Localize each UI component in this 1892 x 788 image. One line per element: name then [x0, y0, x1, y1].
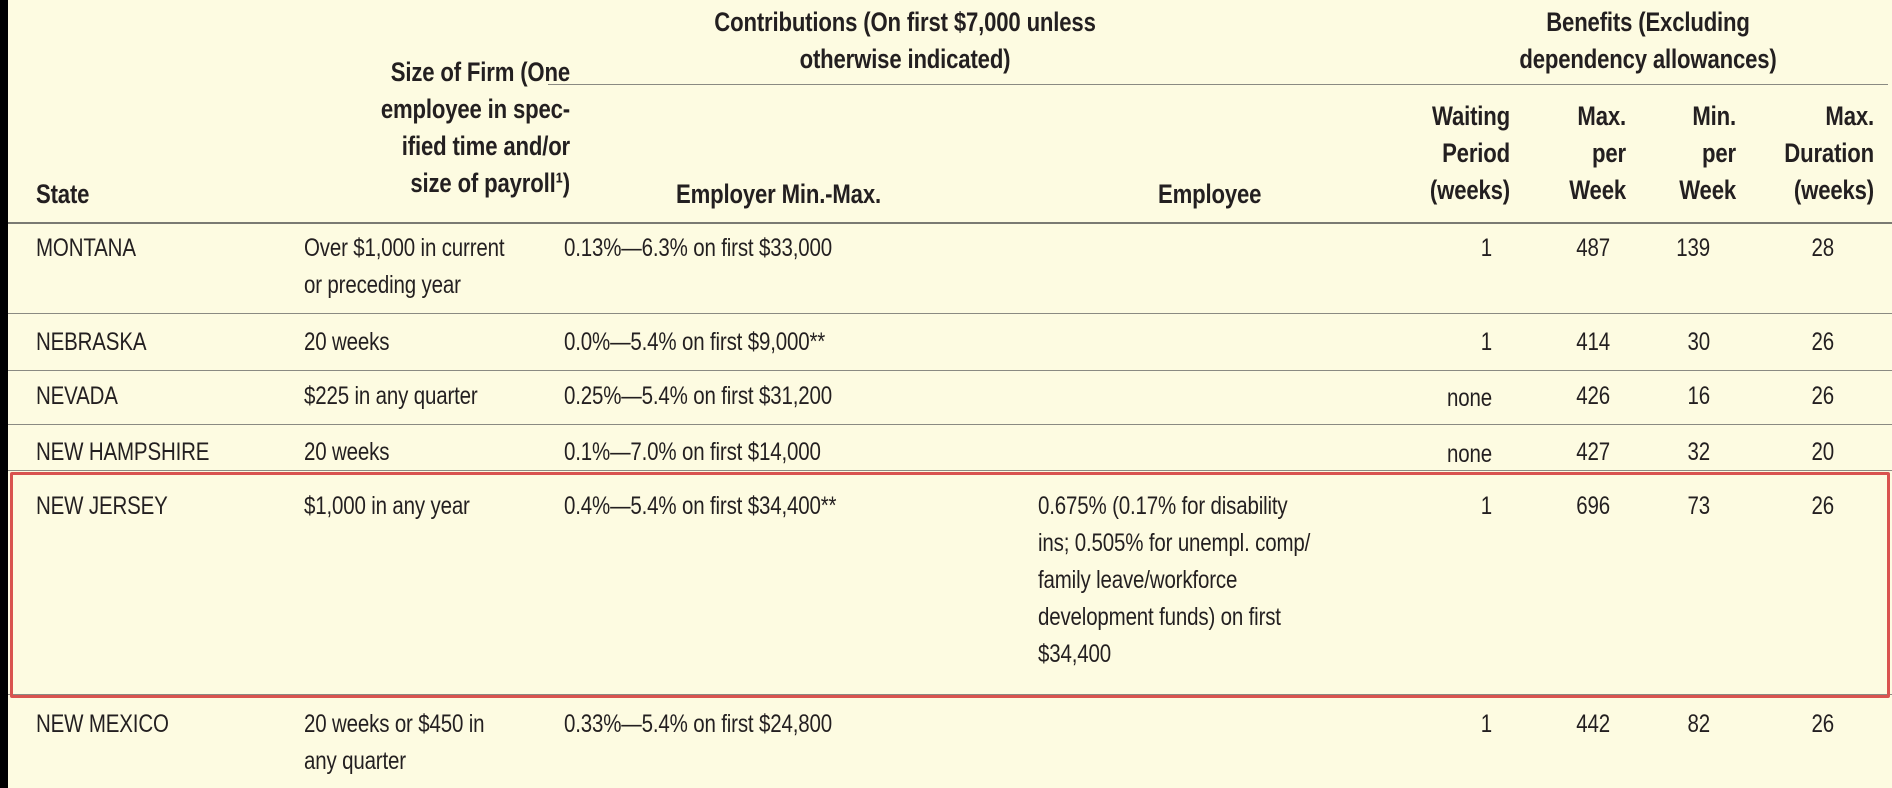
header-min-per-week: Min. per Week: [1679, 101, 1736, 205]
cell-size: $1,000 in any year: [304, 492, 470, 520]
cell-employer: 0.4%—5.4% on first $34,400**: [564, 492, 837, 520]
header-size-of-firm: Size of Firm (One employee in spec- ifie…: [380, 57, 570, 198]
header-contributions-group: Contributions (On first $7,000 unless ot…: [714, 7, 1096, 74]
cell-duration: 28: [1811, 234, 1835, 262]
cell-size: 20 weeks: [304, 328, 390, 356]
cell-waiting: 1: [1480, 328, 1492, 356]
cell-duration: 26: [1811, 492, 1835, 520]
cell-waiting: none: [1447, 384, 1492, 412]
header-rule: [8, 222, 1892, 224]
cell-state: NEW JERSEY: [36, 492, 168, 520]
cell-duration: 20: [1811, 438, 1835, 466]
cell-state: NEVADA: [36, 382, 118, 410]
cell-size: 20 weeks or $450 in any quarter: [304, 710, 485, 775]
cell-duration: 26: [1811, 710, 1835, 738]
cell-min: 30: [1687, 328, 1711, 356]
cell-duration: 26: [1811, 328, 1835, 356]
cell-waiting: 1: [1480, 492, 1492, 520]
cell-max: 427: [1576, 438, 1610, 466]
row-divider: [8, 470, 1892, 471]
header-employee: Employee: [1158, 179, 1262, 209]
cell-employer: 0.13%—6.3% on first $33,000: [564, 234, 832, 262]
cell-waiting: none: [1447, 440, 1492, 468]
header-employer: Employer Min.-Max.: [676, 179, 881, 209]
cell-min: 139: [1676, 234, 1710, 262]
benefits-table: Contributions (On first $7,000 unless ot…: [8, 0, 1892, 788]
contributions-group-rule: [548, 84, 1844, 85]
cell-waiting: 1: [1480, 234, 1492, 262]
header-max-per-week: Max. per Week: [1569, 101, 1626, 205]
cell-max: 442: [1576, 710, 1610, 738]
cell-max: 414: [1576, 328, 1610, 356]
row-highlight-box: [10, 472, 1890, 698]
cell-min: 32: [1687, 438, 1711, 466]
cell-employee: 0.675% (0.17% for disability ins; 0.505%…: [1038, 492, 1311, 668]
cell-size: Over $1,000 in current or preceding year: [304, 234, 505, 299]
row-divider: [8, 694, 1892, 695]
cell-min: 73: [1687, 492, 1711, 520]
cell-max: 487: [1576, 234, 1610, 262]
cell-min: 82: [1687, 710, 1711, 738]
cell-max: 426: [1576, 382, 1610, 410]
cell-size: 20 weeks: [304, 438, 390, 466]
cell-employer: 0.0%—5.4% on first $9,000**: [564, 328, 826, 356]
row-divider: [8, 313, 1892, 314]
cell-employer: 0.1%—7.0% on first $14,000: [564, 438, 821, 466]
row-divider: [8, 424, 1892, 425]
cell-state: MONTANA: [36, 234, 136, 262]
cell-state: NEBRASKA: [36, 328, 147, 356]
cell-state: NEW HAMPSHIRE: [36, 438, 210, 466]
header-waiting-period: Waiting Period (weeks): [1429, 101, 1510, 205]
benefits-group-rule: [1410, 84, 1888, 85]
row-divider: [8, 370, 1892, 371]
header-max-duration: Max. Duration (weeks): [1784, 101, 1874, 205]
cell-max: 696: [1576, 492, 1610, 520]
cell-employer: 0.25%—5.4% on first $31,200: [564, 382, 832, 410]
cell-min: 16: [1687, 382, 1711, 410]
cell-duration: 26: [1811, 382, 1835, 410]
cell-size: $225 in any quarter: [304, 382, 478, 410]
header-benefits-group: Benefits (Excluding dependency allowance…: [1519, 7, 1777, 74]
cell-waiting: 1: [1480, 710, 1492, 738]
cell-state: NEW MEXICO: [36, 710, 169, 738]
cell-employer: 0.33%—5.4% on first $24,800: [564, 710, 832, 738]
header-state: State: [36, 179, 90, 209]
